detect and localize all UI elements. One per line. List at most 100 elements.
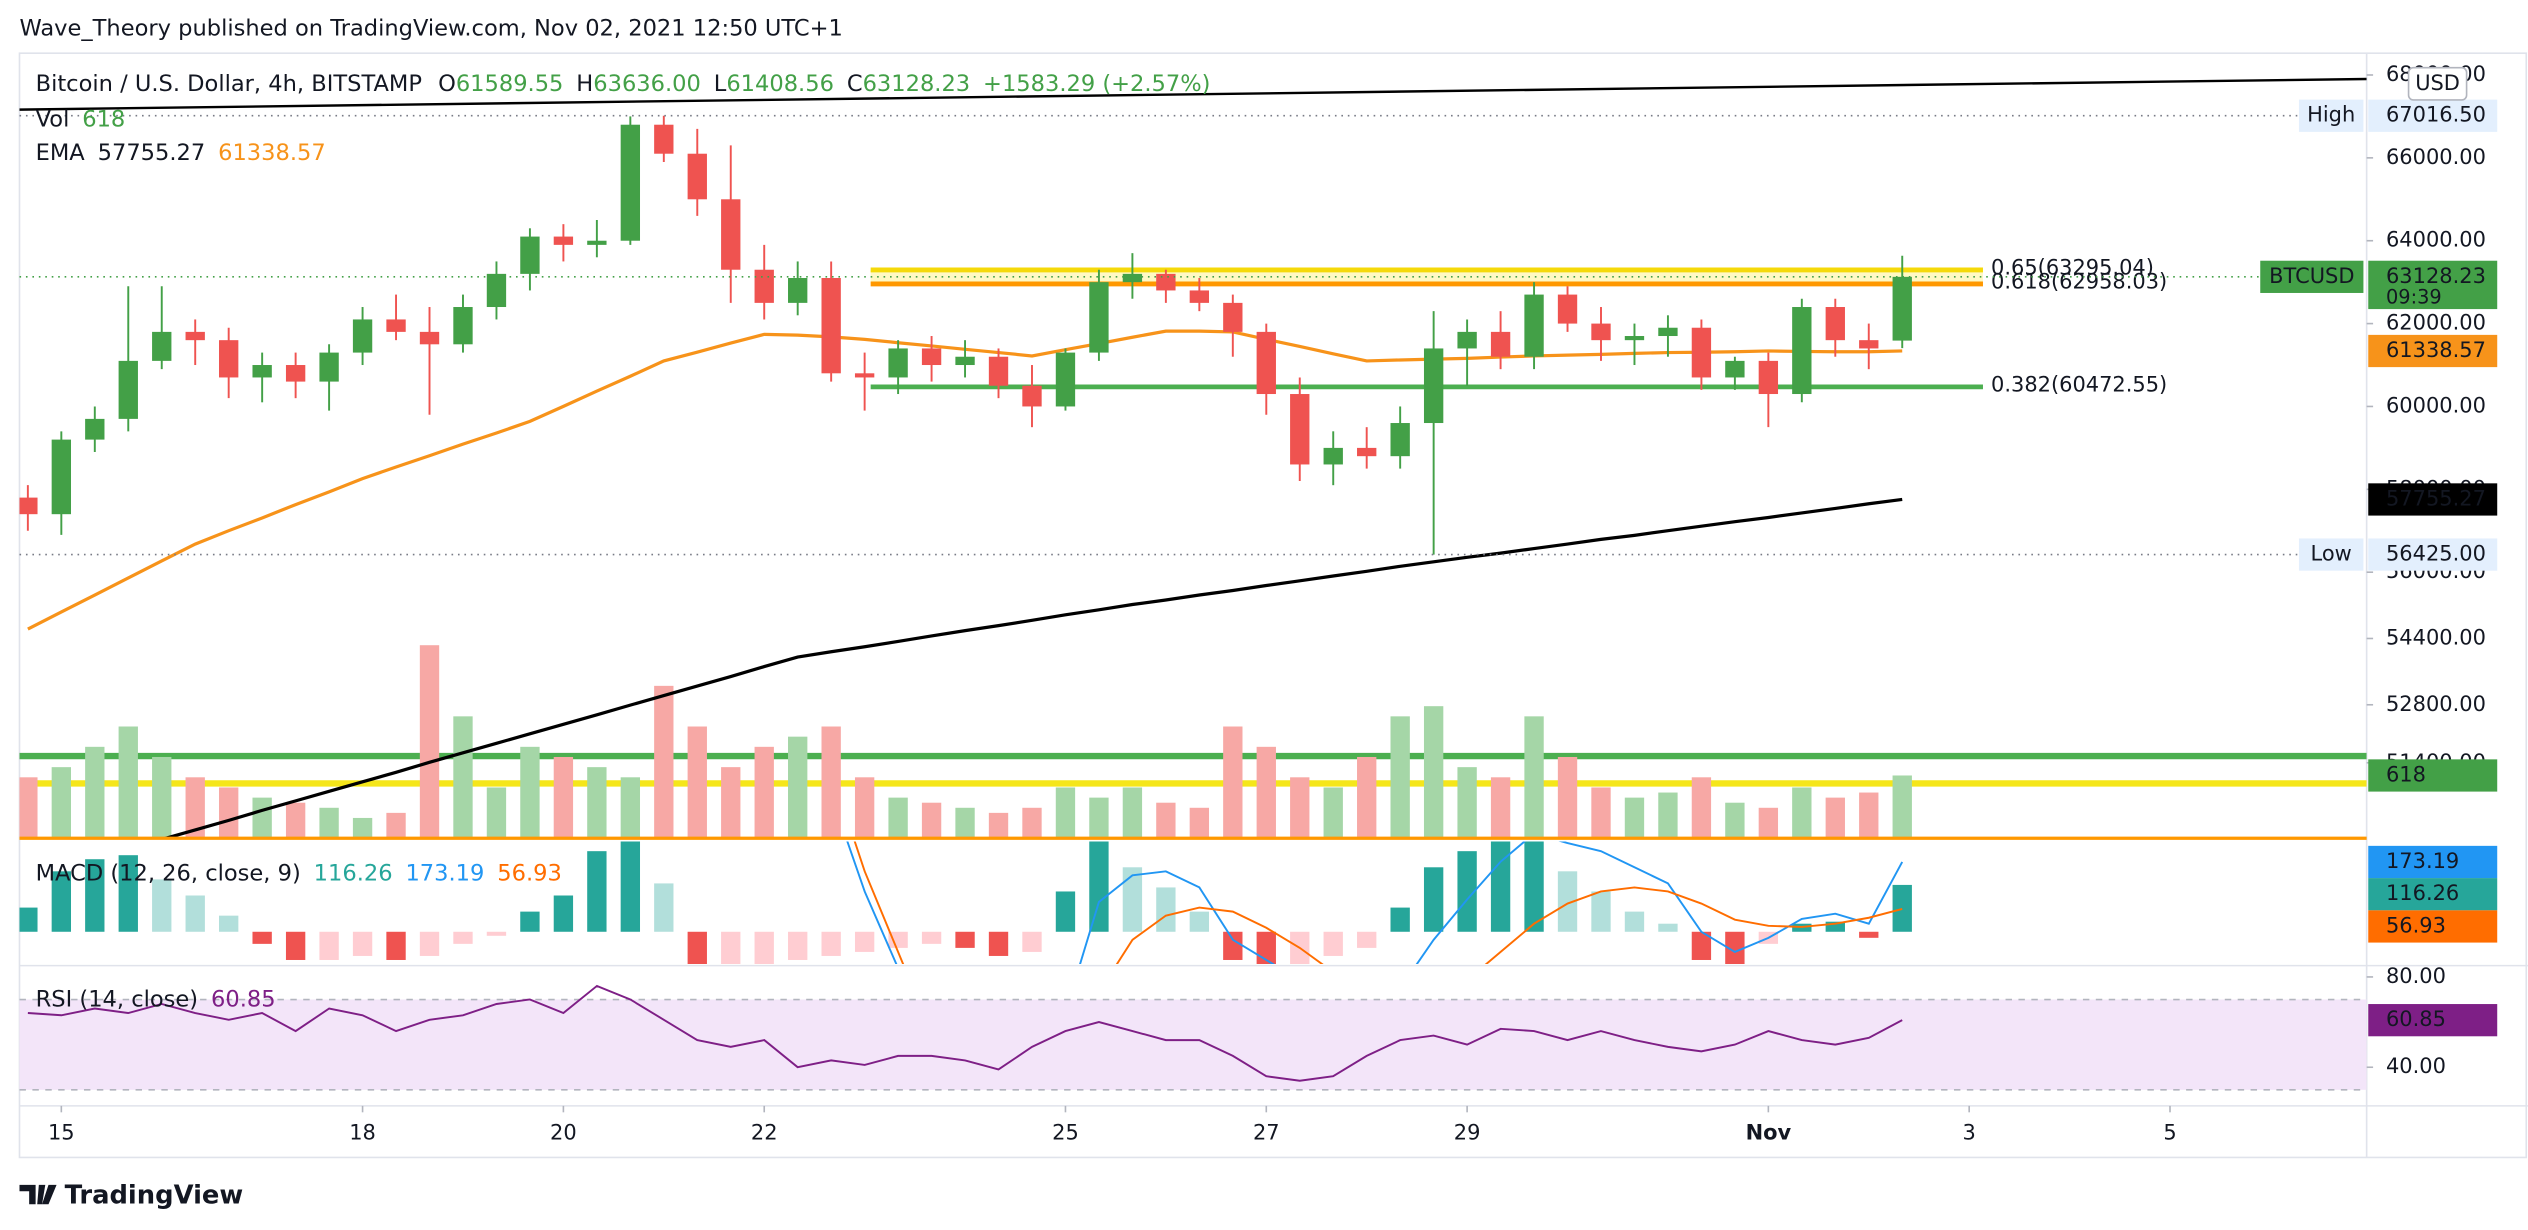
volume-value: 618: [82, 106, 125, 132]
macd-badge-text: 173.19: [2386, 849, 2459, 873]
macd-bar: [1189, 911, 1210, 932]
volume-bar: [1089, 797, 1109, 839]
x-tick-label: 25: [1052, 1120, 1079, 1144]
macd-bar: [319, 931, 339, 960]
countdown: 09:39: [2386, 285, 2442, 308]
macd-bar: [51, 871, 72, 932]
ema-badge: [2368, 483, 2498, 516]
candle-body: [1658, 327, 1678, 337]
y-tick-label: 60000.00: [2386, 393, 2486, 417]
volume-bar: [386, 812, 406, 839]
macd-bar: [386, 931, 406, 960]
candle-body: [620, 124, 641, 241]
ema-line: [161, 497, 1903, 839]
candle-body: [1591, 323, 1611, 341]
candle-body: [1892, 276, 1912, 341]
legend-change: +1583.29 (+2.57%): [983, 70, 1210, 96]
macd-bar: [654, 883, 674, 932]
volume-bar: [821, 726, 841, 839]
volume-bar: [988, 812, 1009, 839]
volume-bar: [1357, 756, 1377, 839]
volume-bar: [419, 645, 440, 839]
volume-bar: [654, 685, 674, 839]
candle-body: [1524, 294, 1544, 357]
volume-bar: [1423, 706, 1444, 839]
candle-body: [51, 439, 72, 515]
x-tick-label: 27: [1253, 1120, 1280, 1144]
macd-bar: [1825, 921, 1845, 932]
ema-value: 57755.27: [98, 140, 206, 166]
macd-bar: [352, 931, 373, 956]
volume-bar: [1758, 807, 1779, 839]
volume-bar: [1725, 802, 1745, 839]
macd-bar: [185, 895, 205, 932]
candle-body: [85, 418, 105, 440]
volume-bar: [921, 802, 942, 839]
rsi-legend: RSI (14, close) 60.85: [36, 986, 276, 1012]
volume-bar: [888, 797, 908, 839]
logo-text: TradingView: [65, 1181, 244, 1211]
candle-body: [1290, 394, 1310, 465]
candle-body: [1792, 307, 1812, 395]
candle-body: [1490, 331, 1511, 357]
macd-bar: [1624, 911, 1645, 932]
close-badge: [2368, 260, 2498, 310]
candle-body: [185, 331, 205, 341]
x-tick-label: 20: [550, 1120, 577, 1144]
x-tick-label: 18: [349, 1120, 376, 1144]
x-tick-label: 5: [2163, 1120, 2176, 1144]
candle-body: [285, 365, 306, 382]
macd-bar: [1022, 931, 1042, 952]
macd-bar: [152, 879, 172, 932]
volume-bar: [219, 787, 239, 839]
volume-legend: Vol 618: [36, 106, 126, 132]
candle-body: [1323, 447, 1343, 465]
volume-bar: [1591, 787, 1611, 839]
volume-bar: [1156, 802, 1176, 839]
candle-body: [1624, 336, 1645, 341]
volume-bar: [352, 817, 373, 839]
x-tick-label: 3: [1963, 1120, 1976, 1144]
macd-bar: [1323, 931, 1343, 956]
macd-bar: [1423, 867, 1444, 932]
candle-body: [854, 373, 875, 378]
rsi-pane: [19, 984, 2367, 1091]
candle-body: [1055, 352, 1076, 407]
candle-body: [821, 278, 841, 374]
macd-bar: [1089, 841, 1109, 932]
title: Bitcoin / U.S. Dollar, 4h, BITSTAMP: [36, 70, 422, 96]
candle-body: [1691, 327, 1712, 378]
legend-key: C: [847, 70, 863, 96]
y-tick-label: 40.00: [2386, 1054, 2446, 1078]
candle-body: [219, 340, 239, 378]
y-tick-label: 66000.00: [2386, 145, 2486, 169]
y-tick-label: 64000.00: [2386, 228, 2486, 252]
volume-bar: [85, 746, 105, 839]
candle-body: [1859, 340, 1879, 349]
candle-body: [386, 319, 406, 332]
price-mark-badge: [2368, 538, 2498, 571]
volume-bar: [1624, 797, 1645, 839]
rsi-band: [19, 999, 2367, 1090]
macd-bar: [687, 931, 707, 965]
legend-key: O: [438, 70, 456, 96]
macd-bar: [1557, 871, 1578, 932]
volume-bar: [721, 767, 741, 839]
volume-bar: [1658, 792, 1678, 839]
macd-bar: [285, 931, 306, 960]
y-tick-label: 54400.00: [2386, 625, 2486, 649]
price-pane: 0.65(63295.04)0.618(62958.03) 0.382(60472…: [19, 77, 2367, 839]
candle-body: [486, 273, 507, 308]
legend: Bitcoin / U.S. Dollar, 4h, BITSTAMP O6158…: [36, 70, 1211, 96]
price-mark-tag: [2298, 538, 2364, 571]
legend-key: H: [576, 70, 593, 96]
macd-bar: [1591, 891, 1611, 932]
candle-body: [654, 124, 674, 154]
legend-value: 61589.55: [456, 70, 564, 96]
volume-bar: [19, 777, 38, 839]
candle-body: [453, 307, 473, 345]
macd-badge: [2368, 878, 2498, 911]
macd-bar: [1691, 931, 1712, 960]
legend-value: 63128.23: [863, 70, 971, 96]
